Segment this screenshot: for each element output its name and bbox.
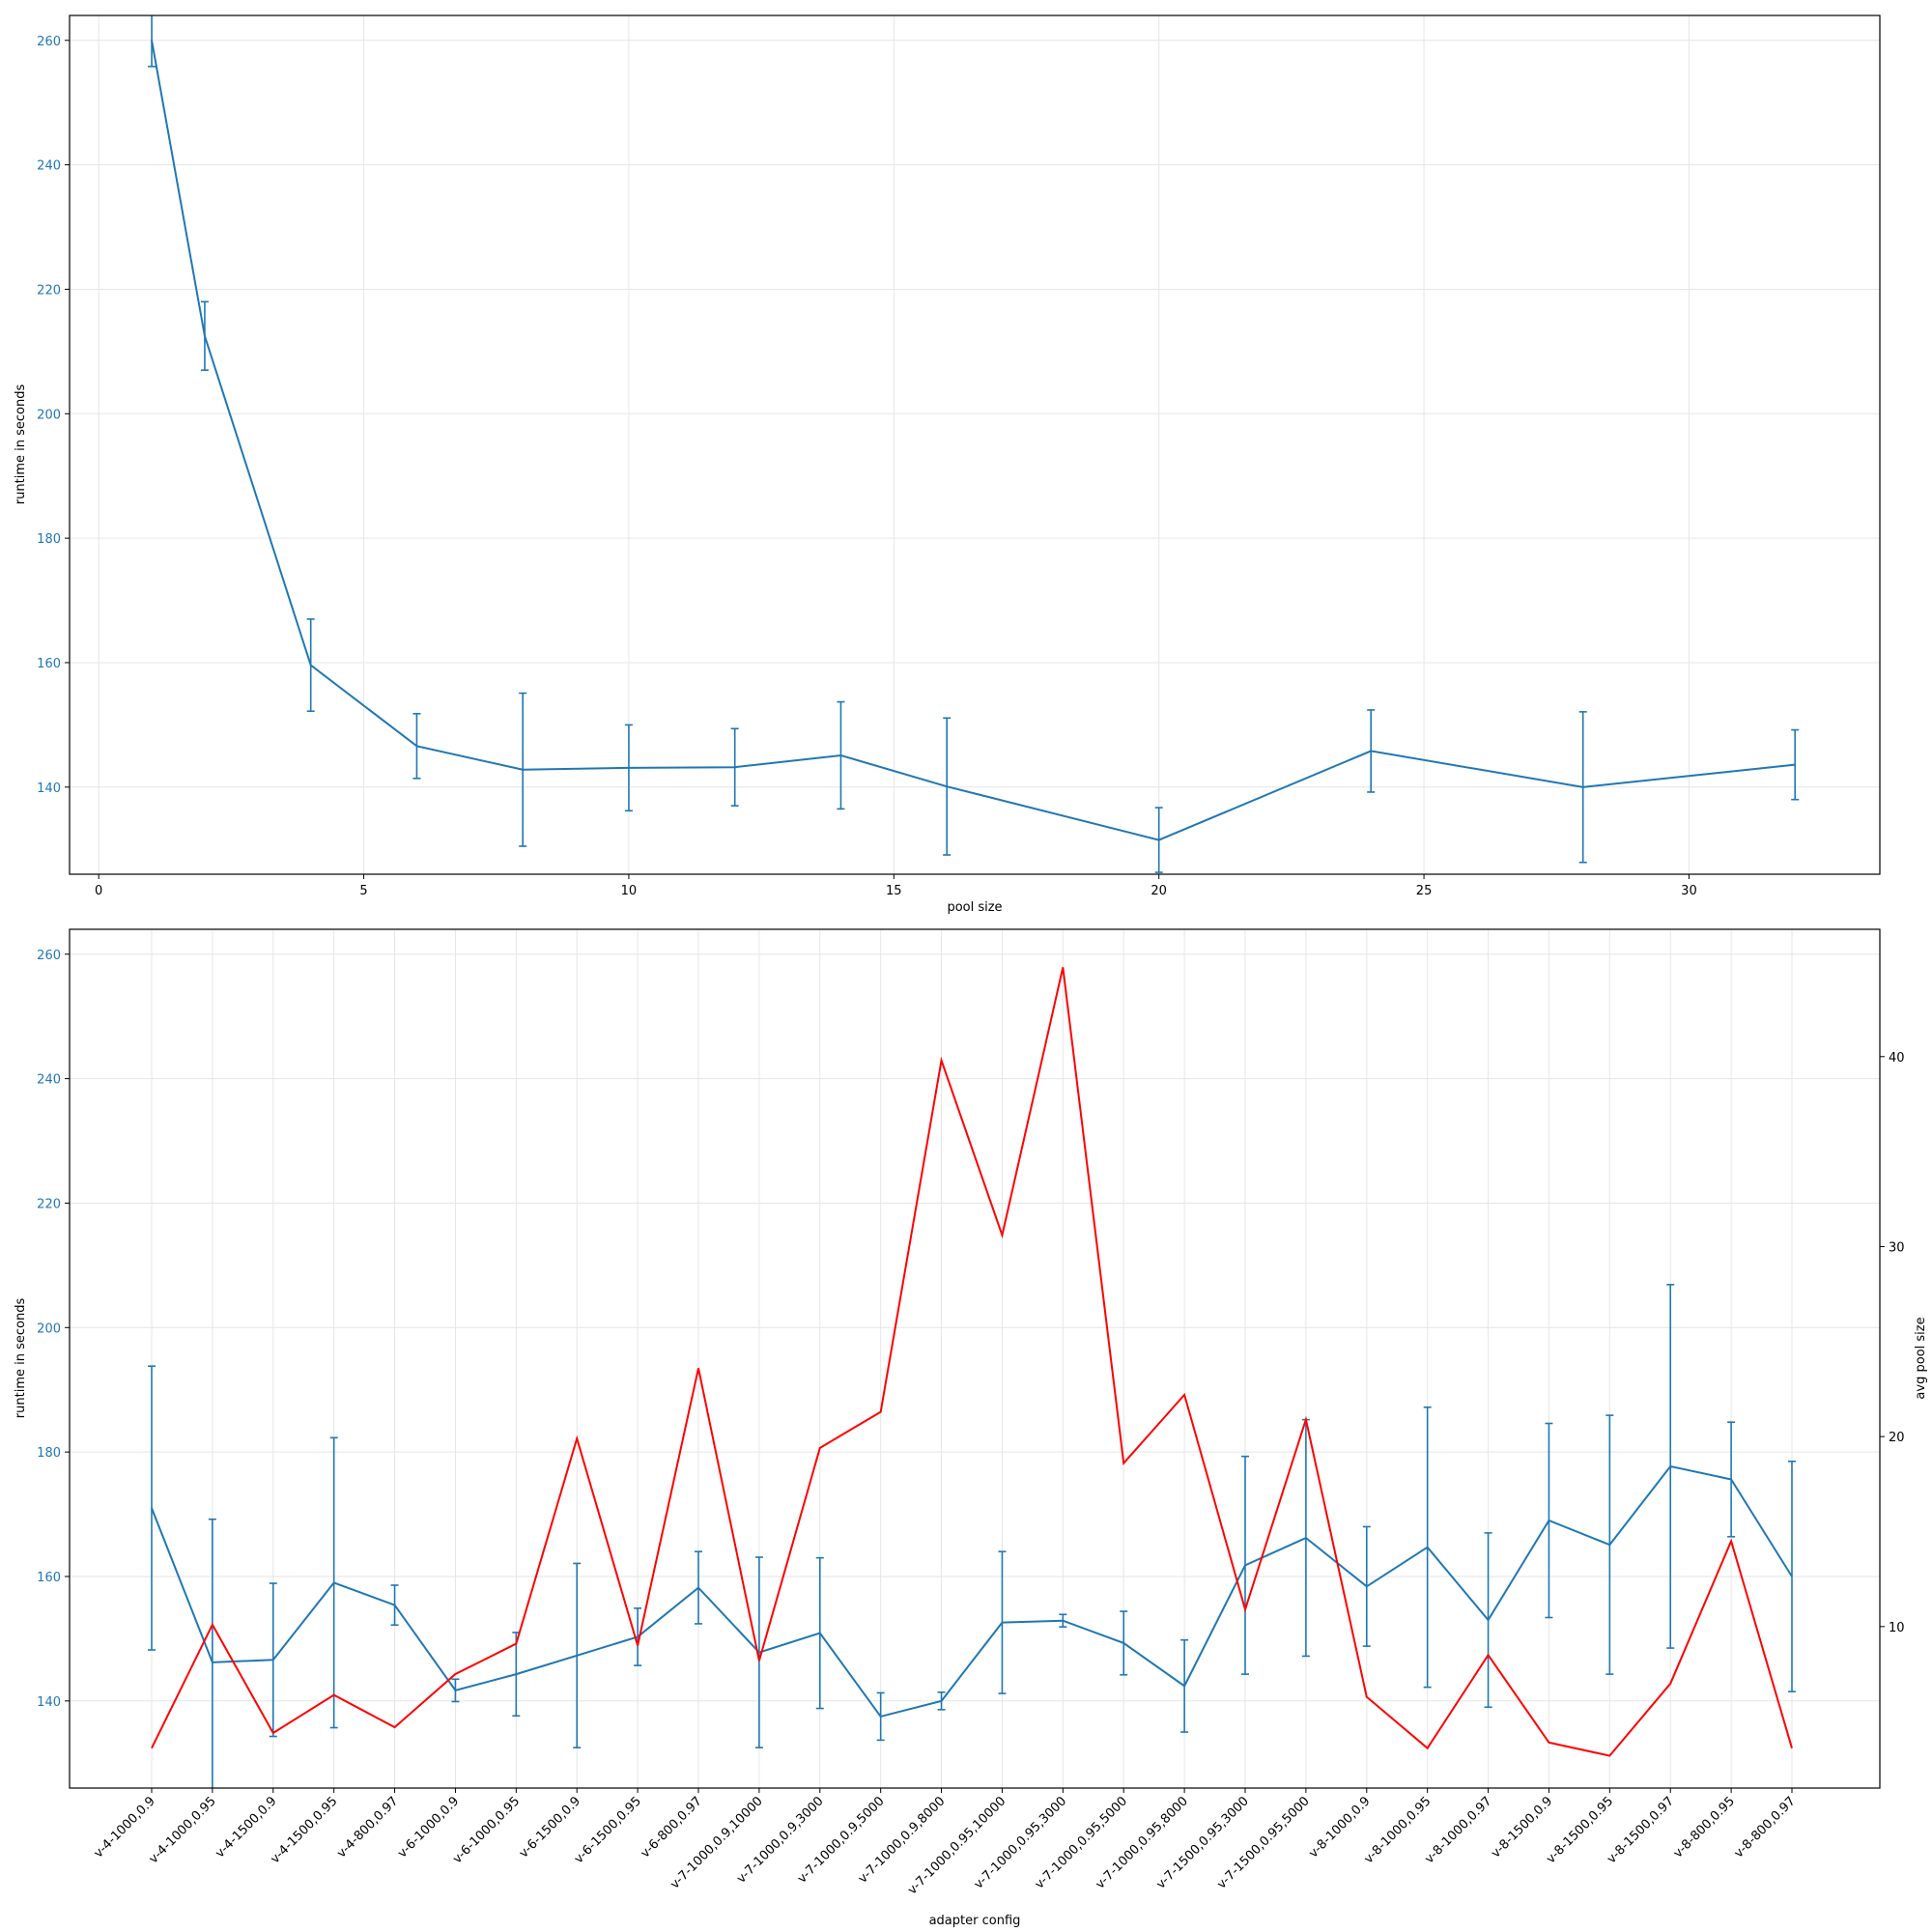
top-y-tick-label: 180 [37,532,61,547]
bottom-x-tick-label: v-4-1500,0.9 [213,1794,279,1861]
bottom-xlabel: adapter config [929,1914,1021,1928]
top-y-tick-label: 220 [37,283,61,298]
bottom-x-tick-label: v-6-800,0.97 [639,1794,705,1861]
bottom-y-tick-label: 180 [37,1446,61,1461]
bottom-y-tick-label: 160 [37,1571,61,1585]
bottom-ylabel: runtime in seconds [14,1298,28,1419]
bottom-y-tick-label: 240 [37,1073,61,1088]
top-xlabel: pool size [947,900,1002,915]
top-y-tick-label: 260 [37,35,61,49]
bottom-plot-frame [69,928,1881,1789]
bottom-x-tick-label: v-4-800,0.97 [334,1794,401,1861]
top-ticks: 0 5 10 15 20 25 30 140 160 180 200 220 240 260 [37,35,1697,898]
bottom-x-tick-label: v-8-800,0.95 [1671,1794,1738,1861]
top-runtime-line [151,40,1796,841]
bottom-x-tick-label: v-8-1000,0.9 [1306,1794,1373,1861]
bottom-x-tick-label: v-4-1000,0.9 [92,1794,158,1861]
top-plot-frame [69,14,1881,875]
top-series [151,40,1796,841]
top-x-tick-label: 15 [886,884,902,898]
top-y-tick-label: 240 [37,159,61,174]
bottom-x-tick-label: v-6-1500,0.9 [517,1794,583,1861]
top-errorbars [148,15,1800,873]
top-ylabel: runtime in seconds [14,384,28,505]
bottom-ticks: v-4-1000,0.9v-4-1000,0.95v-4-1500,0.9v-4… [37,949,1904,1898]
bottom-y-tick-label: 200 [37,1321,61,1336]
bottom-panel: v-4-1000,0.9v-4-1000,0.95v-4-1500,0.9v-4… [14,928,1928,1928]
top-x-tick-label: 0 [95,884,102,898]
bottom-y-tick-label: 140 [37,1695,61,1710]
top-y-tick-label: 200 [37,408,61,422]
bottom-y-tick-label: 220 [37,1197,61,1211]
bottom-y2-tick-label: 20 [1889,1431,1905,1445]
top-x-tick-label: 30 [1681,884,1697,898]
bottom-y2-tick-label: 40 [1889,1051,1905,1065]
top-gridlines [70,15,1880,874]
bottom-y2-tick-label: 10 [1889,1621,1905,1635]
bottom-y2-tick-label: 30 [1889,1240,1905,1255]
top-panel: 0 5 10 15 20 25 30 140 160 180 200 220 240 260 pool s… [14,14,1881,915]
bottom-runtime-line [151,1464,1793,1719]
bottom-x-tick-label: v-6-1000,0.9 [395,1794,462,1861]
top-y-tick-label: 140 [37,781,61,796]
bottom-x-tick-label: v-8-1500,0.9 [1489,1794,1555,1861]
top-x-tick-label: 5 [359,884,367,898]
bottom-y2label: avg pool size [1914,1317,1928,1399]
bottom-avg-pool-line [151,967,1793,1757]
top-x-tick-label: 10 [621,884,638,898]
bottom-series [151,967,1793,1757]
top-x-tick-label: 20 [1151,884,1167,898]
bottom-x-tick-label: v-8-800,0.97 [1732,1794,1799,1861]
top-y-tick-label: 160 [37,657,61,671]
bottom-y-tick-label: 260 [37,949,61,963]
top-x-tick-label: 25 [1416,884,1433,898]
bottom-x-tick-label: v-7-1000,0.95,10000 [905,1794,1009,1897]
bottom-errorbar [208,1518,216,1788]
